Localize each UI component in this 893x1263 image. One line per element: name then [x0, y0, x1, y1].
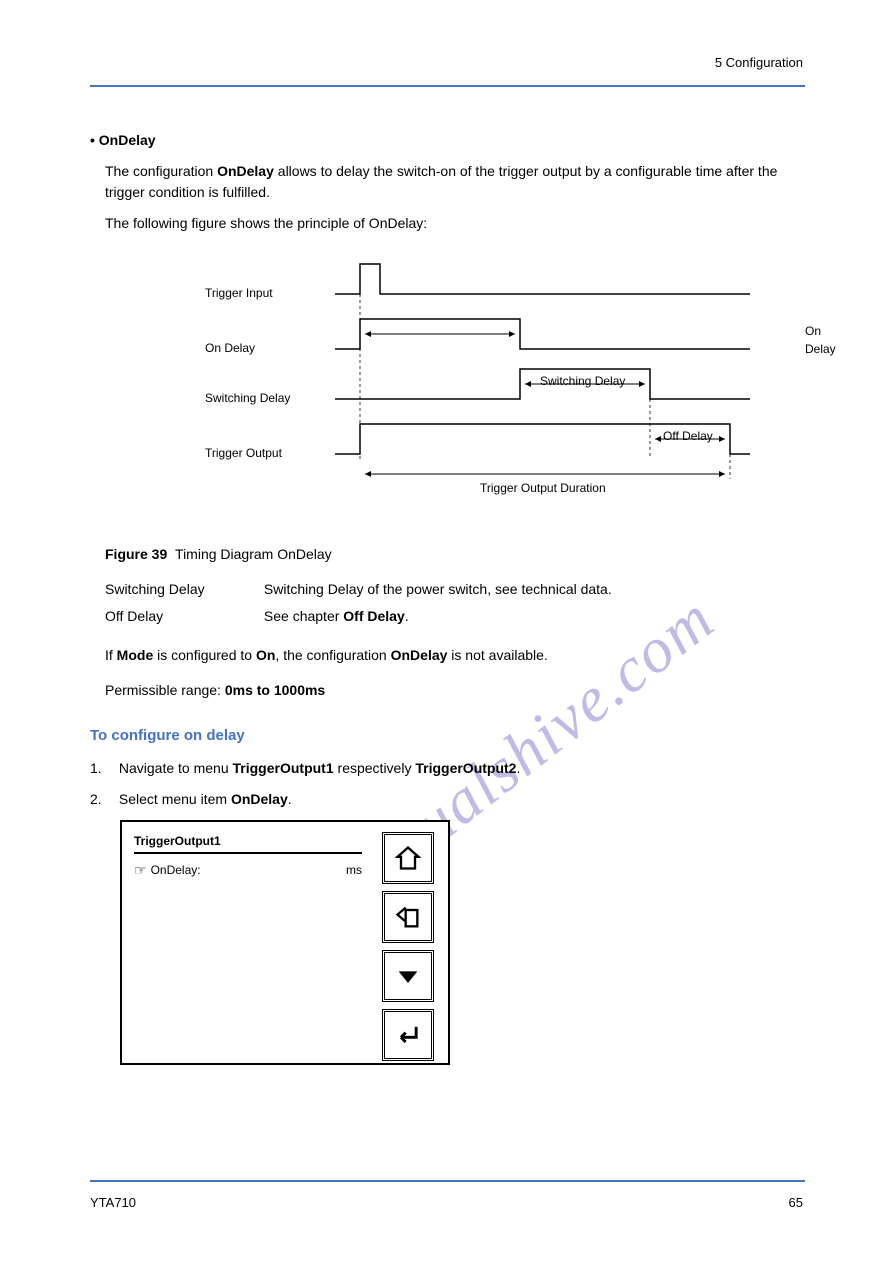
- footer-divider: [90, 1180, 805, 1182]
- back-icon: [394, 903, 422, 931]
- back-button[interactable]: [382, 891, 434, 943]
- note-mode-on: If Mode is configured to On, the configu…: [105, 645, 805, 666]
- subhead-to-configure: To configure on delay: [90, 725, 805, 748]
- figure-caption: Figure 39 Timing Diagram OnDelay: [105, 544, 805, 565]
- home-button[interactable]: [382, 832, 434, 884]
- permissible-range: Permissible range: 0ms to 1000ms: [105, 680, 805, 701]
- label-switching-delay: Switching Delay: [205, 389, 290, 407]
- label-trigger-output: Trigger Output: [205, 444, 282, 462]
- row-off-delay: Off Delay See chapter Off Delay.: [105, 606, 805, 627]
- step-1: 1. Navigate to menu TriggerOutput1 respe…: [90, 758, 805, 779]
- label-on-delay: On Delay: [205, 339, 255, 357]
- footer-right: 65: [789, 1195, 803, 1210]
- header-divider: [90, 85, 805, 87]
- header-right: 5 Configuration: [715, 55, 803, 70]
- timing-diagram: Trigger Input On Delay Switching Delay T…: [205, 244, 805, 524]
- row-switching-delay: Switching Delay Switching Delay of the p…: [105, 579, 805, 600]
- down-arrow-icon: [394, 962, 422, 990]
- home-icon: [394, 844, 422, 872]
- screen-row-ondelay: ☞ OnDelay: ms: [134, 860, 362, 881]
- para-ondelay-desc: The configuration OnDelay allows to dela…: [105, 161, 805, 203]
- para-figure-intro: The following figure shows the principle…: [105, 213, 805, 234]
- step-2: 2. Select menu item OnDelay.: [90, 789, 805, 810]
- enter-icon: [394, 1021, 422, 1049]
- arrow-label-trigger-duration: Trigger Output Duration: [480, 479, 606, 497]
- arrow-label-switching-delay: Switching Delay: [540, 372, 625, 390]
- main-content: • OnDelay The configuration OnDelay allo…: [90, 130, 805, 1065]
- enter-button[interactable]: [382, 1009, 434, 1061]
- section-title: • OnDelay: [90, 130, 805, 151]
- down-button[interactable]: [382, 950, 434, 1002]
- footer-left: YTA710: [90, 1195, 136, 1210]
- screen-title: TriggerOutput1: [134, 832, 362, 850]
- arrow-label-on-delay: On Delay: [805, 322, 836, 358]
- label-trigger-input: Trigger Input: [205, 284, 273, 302]
- screen-divider: [134, 852, 362, 854]
- screen-display: TriggerOutput1 ☞ OnDelay: ms: [120, 820, 450, 1065]
- arrow-label-off-delay: Off Delay: [663, 427, 713, 445]
- hand-pointer-icon: ☞: [134, 860, 147, 881]
